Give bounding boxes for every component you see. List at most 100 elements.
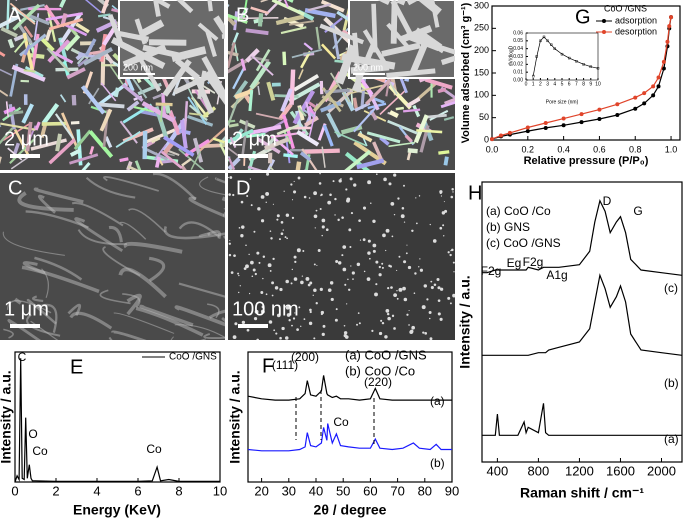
annotation: F2g [481, 264, 502, 278]
rod [109, 65, 124, 86]
rod [381, 42, 421, 57]
x-tick-label: 1.0 [665, 144, 678, 154]
legend-label: (c) CoO /GNS [486, 236, 561, 250]
particle [228, 193, 231, 196]
rod [185, 83, 201, 115]
particle [335, 308, 338, 311]
particle [337, 218, 340, 222]
particle [293, 277, 298, 281]
rod [263, 137, 290, 151]
rod [0, 14, 20, 29]
particle [396, 269, 398, 272]
rod [168, 110, 181, 136]
rod [121, 83, 144, 102]
particle [403, 184, 405, 187]
particle [229, 176, 233, 179]
particle [341, 254, 344, 257]
particle [451, 187, 454, 191]
rod [283, 153, 298, 159]
rod [107, 14, 124, 45]
rod [372, 141, 384, 162]
rod [404, 134, 413, 143]
particle [265, 201, 267, 203]
particle [297, 176, 301, 180]
particle [270, 237, 273, 240]
particle [444, 209, 448, 213]
rod [77, 57, 89, 68]
particle [279, 336, 282, 340]
rod [351, 42, 377, 92]
x-tick-label: 0.6 [593, 144, 606, 154]
rod [417, 0, 442, 16]
particle [393, 293, 398, 298]
x-tick-label: 4 [553, 81, 556, 87]
particle [409, 329, 414, 334]
point [525, 129, 530, 134]
particle [372, 219, 376, 224]
particle [288, 319, 291, 322]
particle [408, 309, 410, 312]
sheet [77, 229, 127, 246]
sheet [25, 210, 89, 229]
rod [228, 146, 240, 158]
particle [415, 222, 418, 225]
particle [292, 317, 296, 320]
rod [9, 2, 36, 25]
particle [315, 302, 318, 305]
sheet [103, 175, 160, 192]
particle [232, 335, 237, 339]
particle [256, 338, 259, 340]
point [589, 65, 592, 68]
x-tick-label: 60 [363, 483, 377, 498]
x-tick-label: 2000 [647, 463, 676, 478]
x-tick-label: 1200 [565, 463, 594, 478]
point [596, 67, 600, 70]
x-tick-label: 50 [336, 483, 350, 498]
particle [276, 214, 280, 218]
particle [271, 294, 274, 297]
particle [325, 228, 329, 232]
sheet [174, 305, 225, 327]
annotation: D [603, 194, 612, 208]
particle [329, 193, 332, 197]
point [532, 74, 535, 78]
sheet [207, 230, 222, 239]
rod [84, 38, 97, 57]
legend-label: (a) CoO /GNS [345, 347, 427, 362]
chart: 0.0 0.2 0.4 0.6 0.8 1.0050100150200250300Rela… [460, 0, 681, 167]
y-axis-label: Intensity / a.u. [457, 275, 473, 368]
rod [228, 158, 231, 162]
rod [437, 87, 447, 94]
rod [104, 136, 113, 149]
annotation: G [633, 204, 642, 218]
sheet [2, 231, 65, 256]
rod [357, 132, 373, 143]
y-tick-label: 0 [484, 134, 489, 144]
panel-letter: A [8, 4, 22, 26]
particle [366, 277, 371, 281]
rod [248, 124, 282, 136]
point [656, 84, 661, 89]
rod [23, 44, 31, 56]
particle [285, 279, 289, 284]
rod [160, 150, 183, 170]
particle [406, 244, 408, 246]
particle [296, 328, 299, 331]
y-tick-label: 250 [474, 23, 489, 33]
rod [301, 148, 318, 170]
rod [7, 38, 15, 49]
rod [25, 121, 33, 152]
rod [159, 105, 164, 122]
particle [349, 177, 353, 181]
particle [384, 335, 388, 339]
particle [317, 249, 321, 252]
rod [372, 97, 385, 104]
particle [348, 228, 352, 232]
rod [228, 129, 254, 144]
rod [20, 3, 45, 11]
x-tick-label: 5 [561, 81, 564, 87]
rod [5, 101, 9, 118]
sheet [67, 303, 82, 316]
particle [343, 334, 347, 338]
rod [3, 106, 16, 115]
